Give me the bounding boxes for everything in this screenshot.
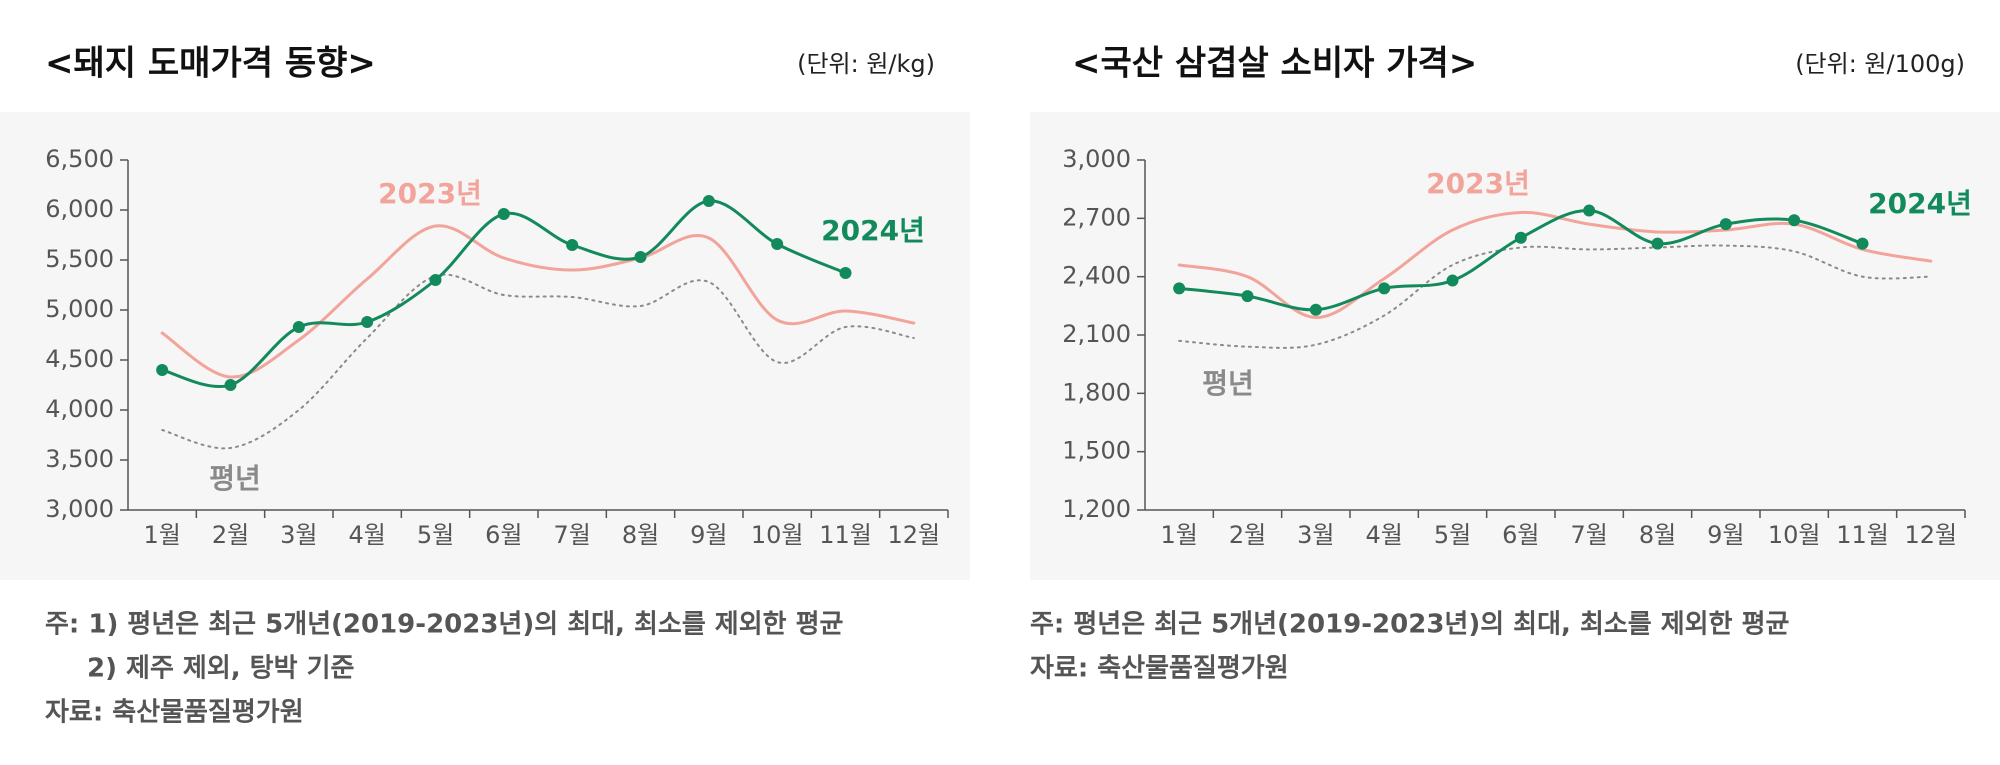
x-tick-label: 10월	[1768, 521, 1821, 549]
marker	[224, 379, 237, 391]
marker	[497, 208, 510, 220]
panel	[1030, 112, 2000, 580]
x-tick-label: 5월	[1434, 521, 1471, 549]
series-line	[160, 224, 916, 379]
marker	[1446, 274, 1459, 287]
chart-title: <국산 삼겹살 소비자 가격>	[1072, 44, 1477, 84]
x-tick-label: 8월	[1639, 521, 1676, 549]
y-tick-label: 5,000	[45, 295, 114, 323]
x-tick-label: 10월	[751, 521, 804, 549]
marker	[361, 316, 374, 328]
marker	[1788, 214, 1801, 227]
series-line	[161, 273, 915, 450]
x-tick-label: 6월	[485, 521, 522, 549]
note: 자료: 축산물품질평가원	[45, 698, 304, 728]
y-tick-label: 1,500	[1062, 437, 1131, 465]
series-label: 2024년	[1868, 187, 1972, 220]
marker	[1173, 282, 1186, 295]
series-label: 2023년	[378, 177, 482, 210]
y-tick-label: 6,000	[45, 195, 114, 223]
unit: (단위: 원/kg)	[797, 50, 935, 78]
y-tick-label: 4,500	[45, 345, 114, 373]
note: 2) 제주 제외, 탕박 기준	[87, 654, 354, 684]
marker	[702, 195, 715, 207]
marker	[1856, 237, 1869, 250]
x-tick-label: 3월	[280, 521, 317, 549]
x-tick-label: 7월	[553, 521, 590, 549]
y-tick-label: 5,500	[45, 245, 114, 273]
x-tick-label: 12월	[888, 521, 941, 549]
y-tick-label: 2,700	[1062, 203, 1131, 231]
x-tick-label: 5월	[417, 521, 454, 549]
x-tick-label: 4월	[1365, 521, 1402, 549]
y-tick-label: 4,000	[45, 395, 114, 423]
y-tick-label: 3,000	[1062, 145, 1131, 173]
note: 주: 평년은 최근 5개년(2019-2023년)의 최대, 최소를 제외한 평…	[1030, 610, 1789, 640]
y-tick-label: 1,800	[1062, 378, 1131, 406]
series-line	[1178, 244, 1932, 349]
marker	[634, 251, 647, 263]
series-label: 2024년	[821, 214, 925, 247]
panel	[0, 112, 970, 580]
x-tick-label: 12월	[1905, 521, 1958, 549]
marker	[1719, 218, 1732, 231]
y-tick-label: 3,000	[45, 495, 114, 523]
x-tick-label: 11월	[819, 521, 872, 549]
x-tick-label: 8월	[622, 521, 659, 549]
x-tick-label: 1월	[1160, 521, 1197, 549]
marker	[566, 239, 579, 251]
marker	[771, 238, 784, 250]
marker	[1651, 237, 1664, 250]
x-tick-label: 6월	[1502, 521, 1539, 549]
y-tick-label: 1,200	[1062, 495, 1131, 523]
x-tick-label: 4월	[348, 521, 385, 549]
series-label: 2023년	[1426, 167, 1530, 200]
x-tick-label: 3월	[1297, 521, 1334, 549]
marker	[1309, 303, 1322, 316]
chart-title: <돼지 도매가격 동향>	[45, 44, 376, 84]
x-tick-label: 9월	[1707, 521, 1744, 549]
marker	[1241, 290, 1254, 303]
x-tick-label: 2월	[1229, 521, 1266, 549]
x-tick-label: 1월	[143, 521, 180, 549]
note: 주: 1) 평년은 최근 5개년(2019-2023년)의 최대, 최소를 제외…	[45, 610, 844, 640]
series-label: 평년	[1202, 367, 1254, 400]
x-tick-label: 9월	[690, 521, 727, 549]
x-tick-label: 2월	[212, 521, 249, 549]
marker	[429, 274, 442, 286]
marker	[292, 321, 305, 333]
unit: (단위: 원/100g)	[1795, 50, 1965, 78]
marker	[156, 364, 169, 376]
x-tick-label: 11월	[1836, 521, 1889, 549]
x-tick-label: 7월	[1570, 521, 1607, 549]
note: 자료: 축산물품질평가원	[1030, 654, 1289, 684]
marker	[839, 267, 852, 279]
y-tick-label: 6,500	[45, 145, 114, 173]
y-tick-label: 3,500	[45, 445, 114, 473]
marker	[1378, 282, 1391, 295]
series-label: 평년	[209, 462, 261, 495]
y-tick-label: 2,400	[1062, 262, 1131, 290]
marker	[1583, 204, 1596, 217]
marker	[1514, 231, 1527, 244]
y-tick-label: 2,100	[1062, 320, 1131, 348]
